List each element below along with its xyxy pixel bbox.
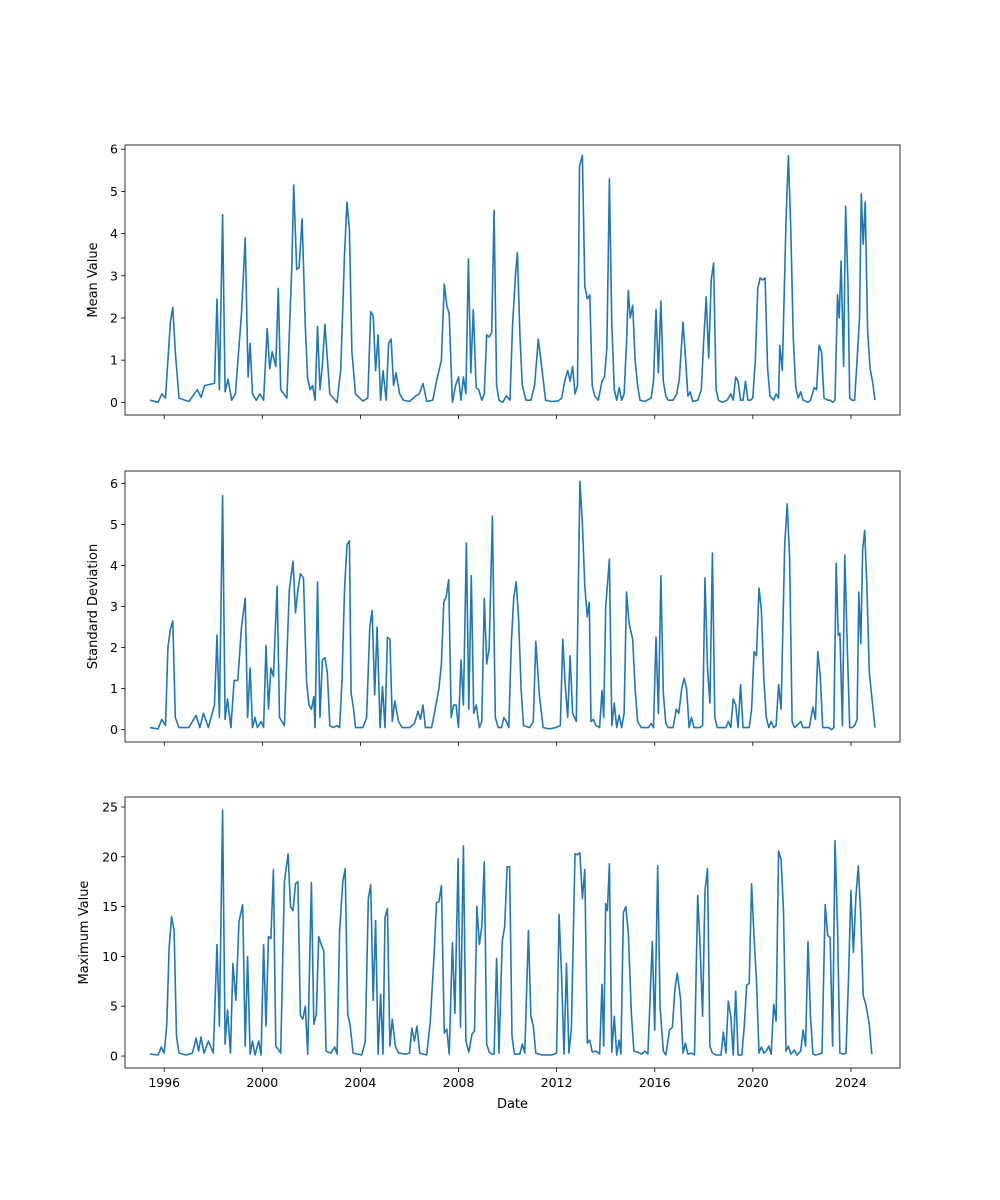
x-tick-label: 2020	[737, 1075, 769, 1090]
standard-deviation-panel: 0 1 2 3 4 5 6 Standard Deviation	[86, 470, 901, 746]
standard-deviation-y-axis-label: Standard Deviation	[86, 544, 101, 669]
maximum-value-y-tick-label: 5	[110, 999, 118, 1014]
standard-deviation-y-tick-label: 6	[110, 476, 118, 491]
mean-value-y-tick-label: 1	[110, 353, 118, 368]
mean-value-y-tick-label: 4	[110, 226, 118, 241]
mean-value-y-tick-label: 3	[110, 268, 118, 283]
standard-deviation-series-line	[149, 480, 876, 731]
standard-deviation-y-tick-label: 4	[110, 558, 118, 573]
mean-value-y-tick-label: 5	[110, 184, 118, 199]
maximum-value-y-tick-label: 10	[102, 949, 118, 964]
x-tick-label: 2016	[639, 1075, 671, 1090]
standard-deviation-y-tick-label: 0	[110, 722, 118, 737]
maximum-value-axes-frame	[124, 796, 901, 1069]
mean-value-series-line	[149, 154, 876, 404]
mean-value-panel: 0 1 2 3 4 5 6 Mean Value	[86, 142, 901, 419]
standard-deviation-y-tick-label: 5	[110, 517, 118, 532]
mean-value-y-tick-label: 6	[110, 142, 118, 157]
x-tick-label: 2024	[835, 1075, 867, 1090]
x-tick-label: 2008	[443, 1075, 475, 1090]
standard-deviation-y-tick-label: 2	[110, 640, 118, 655]
maximum-value-y-tick-label: 0	[110, 1049, 118, 1064]
standard-deviation-y-tick-label: 1	[110, 681, 118, 696]
mean-value-axes-frame	[124, 144, 901, 416]
x-tick-label: 2012	[541, 1075, 573, 1090]
standard-deviation-y-tick-label: 3	[110, 599, 118, 614]
mean-value-y-axis-label: Mean Value	[86, 242, 101, 317]
x-tick-label: 2004	[345, 1075, 377, 1090]
x-axis-label: Date	[497, 1097, 528, 1112]
maximum-value-panel: 0 5 10 15 20 25 1996 2000 2004 2008 2012 2016 2020 20…	[77, 796, 901, 1090]
maximum-value-series-line	[149, 809, 873, 1056]
maximum-value-y-tick-label: 25	[102, 799, 118, 814]
x-tick-label: 1996	[148, 1075, 180, 1090]
maximum-value-y-axis-label: Maximum Value	[77, 881, 92, 985]
mean-value-y-tick-label: 0	[110, 395, 118, 410]
maximum-value-y-tick-label: 20	[102, 849, 118, 864]
x-tick-label: 2000	[246, 1075, 278, 1090]
mean-value-y-tick-label: 2	[110, 310, 118, 325]
maximum-value-y-tick-label: 15	[102, 899, 118, 914]
